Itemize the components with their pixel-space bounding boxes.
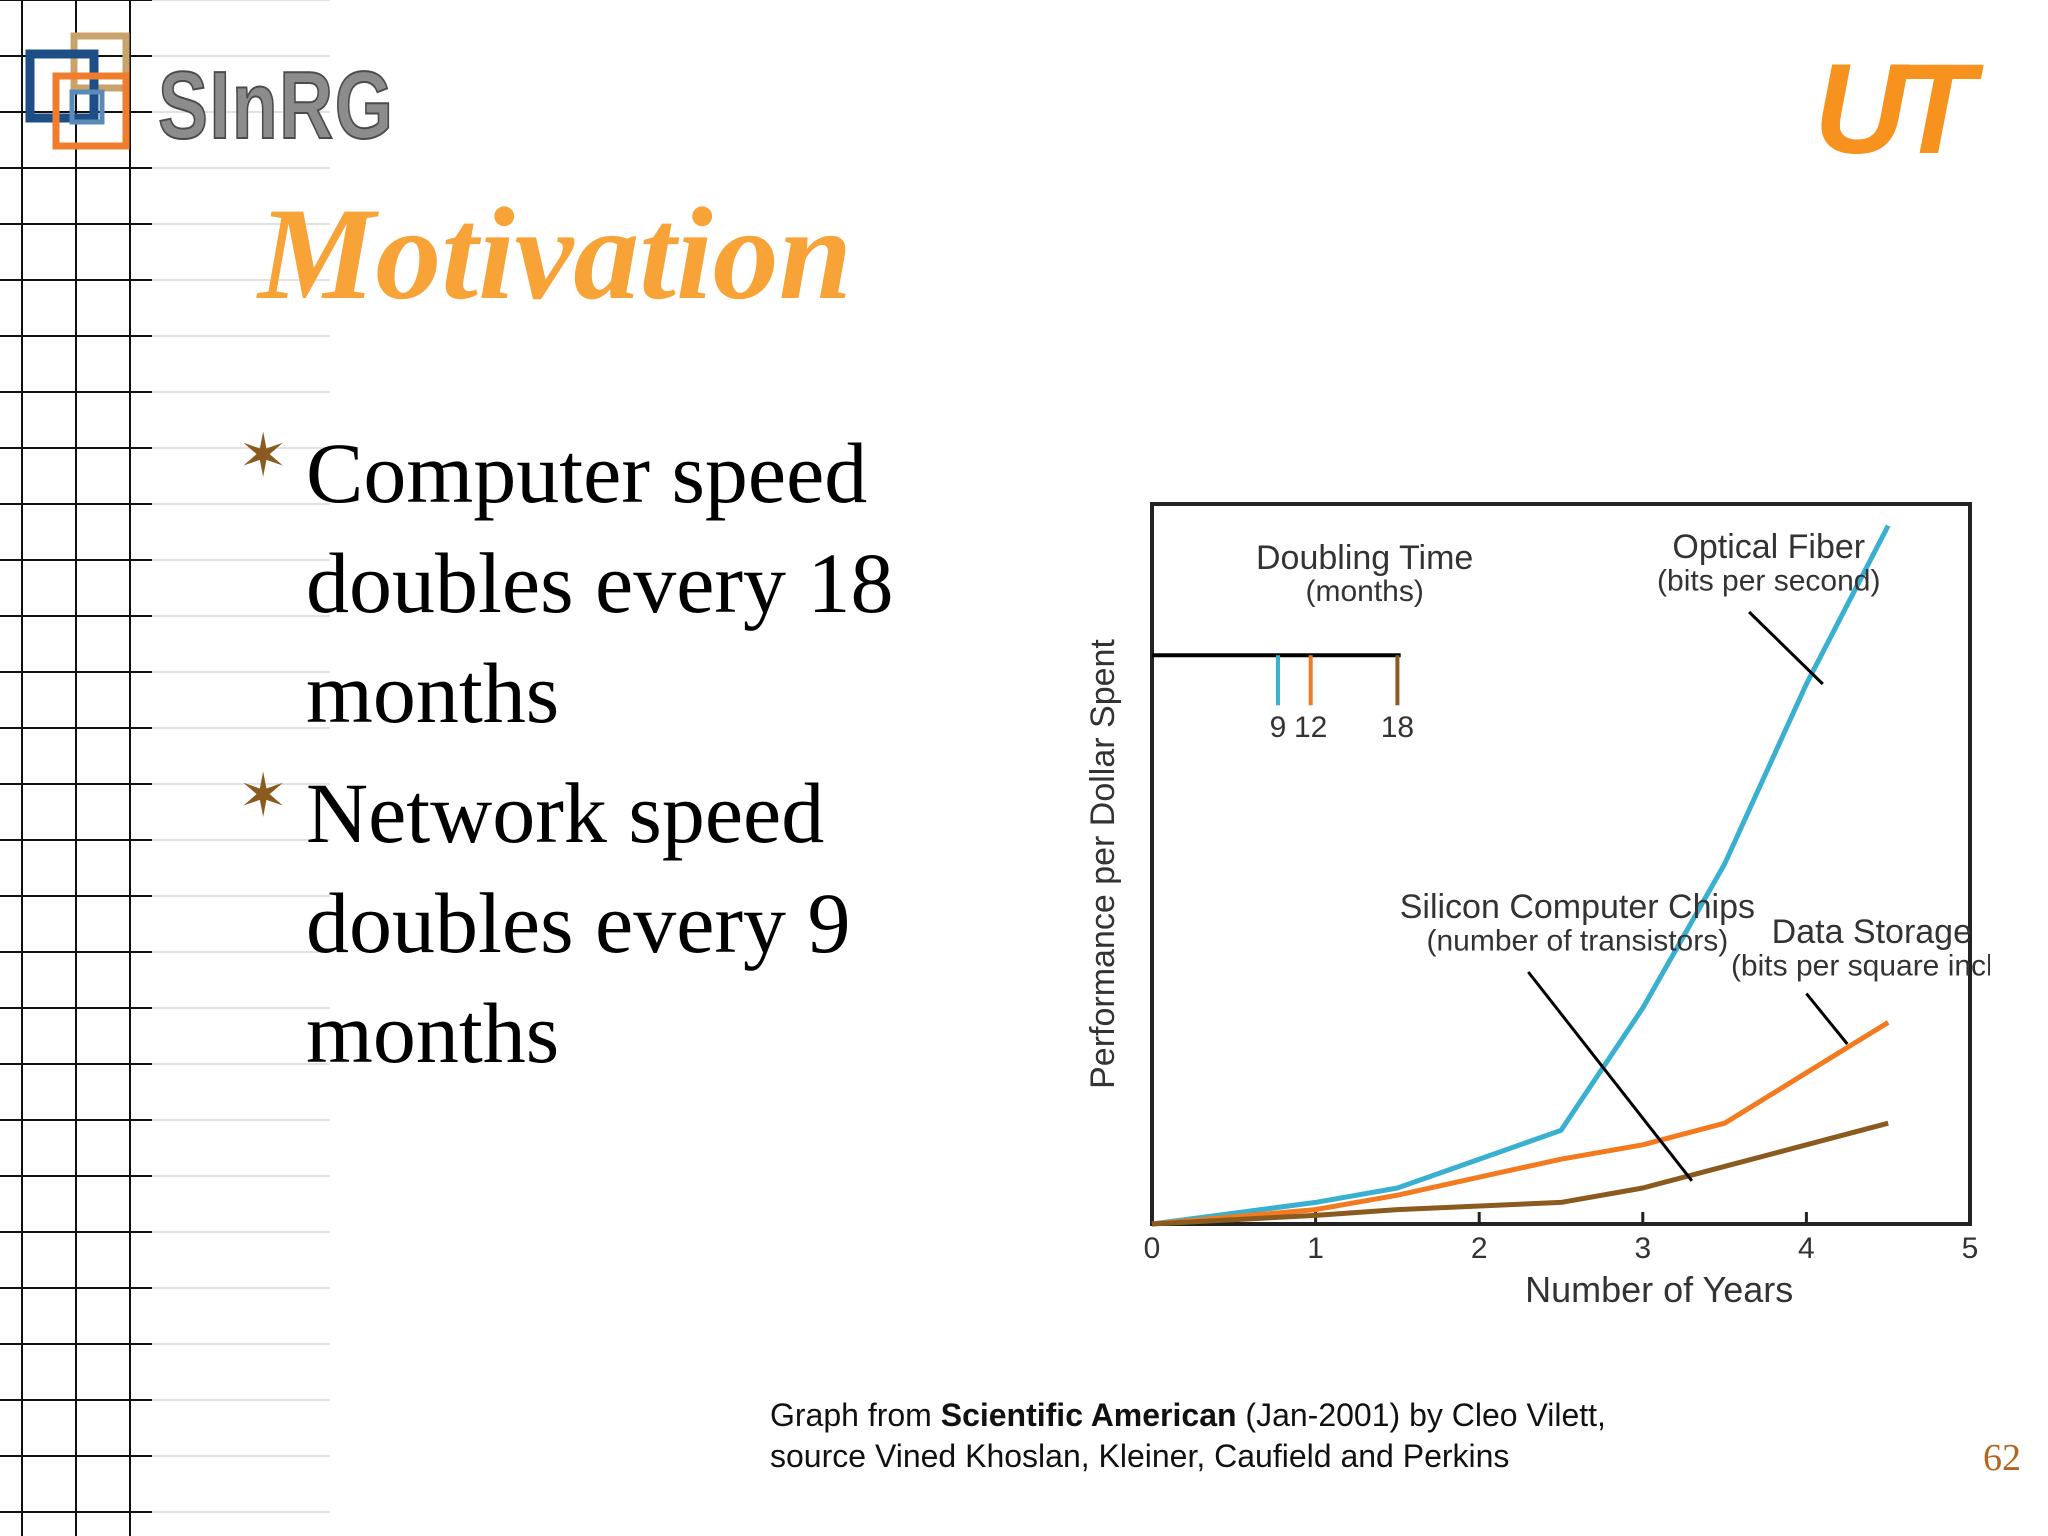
- star-bullet-icon: ✶: [238, 761, 289, 831]
- y-axis-label: Performance per Dollar Spent: [1084, 639, 1122, 1089]
- inset-legend-subtitle: (months): [1306, 575, 1424, 608]
- page-number: 62: [1983, 1437, 2021, 1479]
- x-tick-label: 4: [1798, 1232, 1815, 1265]
- plot-area: [1150, 502, 1972, 1226]
- star-bullet-icon: ✶: [238, 421, 289, 491]
- bullet-list: ✶ Computer speed doubles every 18 months…: [238, 418, 998, 1098]
- x-tick-label: 0: [1144, 1232, 1161, 1265]
- series-name-label: Silicon Computer Chips: [1400, 888, 1755, 926]
- series-subtitle-label: (bits per square inch): [1731, 950, 1990, 983]
- series-name-label: Data Storage: [1772, 913, 1972, 951]
- caption-source-bold: Scientific American: [940, 1397, 1237, 1433]
- sinrg-logo-mark: [25, 32, 130, 150]
- x-tick-label: 5: [1962, 1232, 1979, 1265]
- sinrg-logo-text: SInRG: [157, 52, 395, 159]
- series-subtitle-label: (bits per second): [1657, 564, 1880, 597]
- x-tick-label: 2: [1471, 1232, 1488, 1265]
- ut-logo: UT: [1814, 38, 1975, 181]
- inset-legend-label: 12: [1294, 711, 1327, 744]
- bullet-item: ✶ Computer speed doubles every 18 months: [238, 418, 998, 748]
- graph-caption: Graph from Scientific American (Jan-2001…: [770, 1395, 1606, 1477]
- x-tick-label: 3: [1634, 1232, 1651, 1265]
- inset-legend-label: 18: [1381, 711, 1414, 744]
- series-line: [1151, 1020, 1890, 1227]
- annotation-leader-line: [1748, 610, 1824, 686]
- background-grid-decoration: [0, 0, 330, 1536]
- caption-suffix: (Jan-2001) by Cleo Vilett,: [1236, 1397, 1606, 1433]
- x-axis-label: Number of Years: [1525, 1269, 1793, 1310]
- slide-title: Motivation: [258, 180, 853, 327]
- inset-legend-label: 9: [1270, 711, 1287, 744]
- series-subtitle-label: (number of transistors): [1426, 924, 1728, 957]
- series-line: [1151, 524, 1891, 1227]
- caption-line2: source Vined Khoslan, Kleiner, Caufield …: [770, 1438, 1510, 1474]
- bullet-text: Network speed doubles every 9 months: [306, 765, 851, 1081]
- series-name-label: Optical Fiber: [1672, 528, 1865, 566]
- bullet-item: ✶ Network speed doubles every 9 months: [238, 758, 998, 1088]
- annotation-leader-line: [1527, 971, 1694, 1182]
- inset-legend-title: Doubling Time: [1256, 539, 1473, 577]
- x-tick-label: 1: [1307, 1232, 1324, 1265]
- series-line: [1151, 1120, 1889, 1227]
- caption-prefix: Graph from: [770, 1397, 941, 1433]
- annotation-leader-line: [1805, 992, 1849, 1045]
- bullet-text: Computer speed doubles every 18 months: [306, 425, 894, 741]
